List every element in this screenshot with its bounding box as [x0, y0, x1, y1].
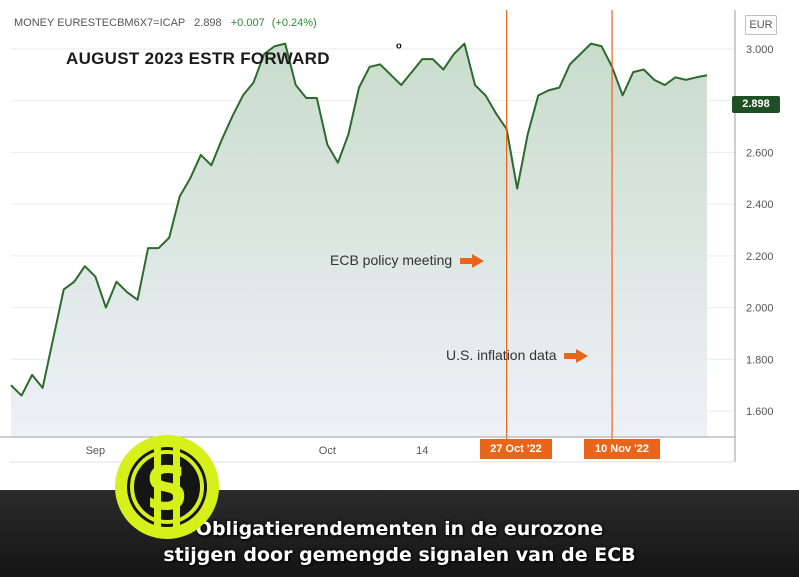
caption-line-1: Obligatierendementen in de eurozone [195, 518, 604, 540]
logo-bar-left [154, 444, 161, 530]
x-tick-label: Sep [86, 445, 106, 457]
y-tick-label: 1.600 [746, 406, 774, 418]
y-tick-label: 2.200 [746, 251, 774, 263]
change-value: +0.007 [230, 17, 265, 29]
chart-svg: 3.0002.8002.6002.4002.2002.0001.8001.600… [0, 10, 774, 463]
y-tick-label: 1.800 [746, 354, 774, 366]
y-tick-label: 3.000 [746, 44, 774, 56]
logo-letter: S [145, 454, 188, 524]
series-area [11, 43, 707, 437]
right-arrow-icon [460, 254, 485, 269]
y-tick-label: 2.000 [746, 303, 774, 315]
ecb-annotation-text: ECB policy meeting [330, 252, 453, 268]
small-mark: ᵒ [396, 39, 402, 55]
right-arrow-icon [564, 349, 589, 364]
caption-banner: Obligatierendementen in de eurozone stij… [0, 490, 799, 577]
y-tick-label: 2.400 [746, 199, 774, 211]
date-marker-nov: 10 Nov '22 [584, 439, 660, 459]
series-line [10, 42, 708, 397]
ecb-annotation: ECB policy meeting [330, 252, 485, 269]
change-percent: (+0.24%) [271, 17, 317, 29]
date-marker-oct: 27 Oct '22 [480, 439, 552, 459]
us-annotation: U.S. inflation data [446, 347, 589, 364]
dollar-logo-icon: S [115, 435, 219, 539]
x-tick-label: 14 [416, 445, 428, 457]
chart-title: AUGUST 2023 ESTR FORWARD [66, 49, 330, 68]
symbol-quote-line: MONEY EURESTECBM6X7=ICAP 2.898 +0.007 (+… [14, 17, 317, 29]
last-value: 2.898 [194, 17, 222, 29]
logo-bar-right [173, 444, 180, 530]
caption-line-2: stijgen door gemengde signalen van de EC… [163, 544, 636, 566]
symbol-name: MONEY EURESTECBM6X7=ICAP [14, 17, 186, 29]
logo-inner-ring [130, 450, 204, 524]
chart-panel: 3.0002.8002.6002.4002.2002.0001.8001.600… [0, 10, 799, 491]
y-tick-label: 2.600 [746, 147, 774, 159]
x-tick-label: Oct [319, 445, 336, 457]
us-annotation-text: U.S. inflation data [446, 347, 557, 363]
currency-button[interactable]: EUR [745, 15, 777, 35]
logo-inner-disc [127, 447, 207, 527]
last-price-label: 2.898 [732, 96, 780, 113]
